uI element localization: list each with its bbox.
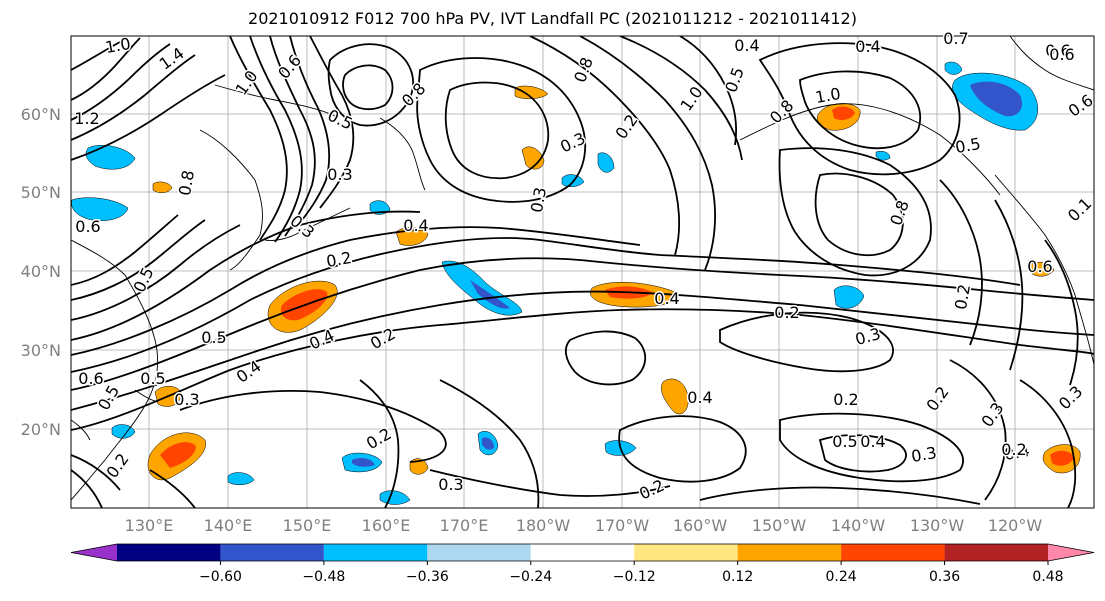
colorbar-tick-label: 0.36 [929,569,960,585]
lon-label: 130°W [910,516,965,535]
contour-label: 0.4 [654,289,679,308]
colorbar-tick-label: 0.24 [826,569,857,585]
lon-label: 150°E [283,516,332,535]
colorbar-tick-label: −0.48 [302,569,345,585]
contour-label: 0.7 [943,29,968,48]
colorbar-extend-max [1048,544,1094,561]
lon-label: 140°W [831,516,886,535]
contour-label: 0.5 [201,328,226,347]
lon-label: 160°E [362,516,411,535]
colorbar-tick-label: −0.24 [509,569,552,585]
lat-label: 60°N [21,105,61,124]
positive-anomaly [160,442,196,468]
negative-anomaly [227,472,255,485]
lon-label: 150°W [752,516,807,535]
positive-anomaly [661,378,689,415]
negative-anomaly [833,285,865,309]
negative-anomaly [597,152,615,173]
lon-label: 170°E [440,516,489,535]
positive-anomaly [514,85,549,99]
colorbar: −0.60 −0.48 −0.36 −0.24 −0.12 0.12 0.24 0.36 0.4… [70,543,1095,585]
map-panel [70,35,1095,509]
positive-anomaly [1029,262,1055,277]
colorbar-tick-label: 0.48 [1032,569,1063,585]
contour-label: 0.6 [1045,41,1070,60]
colorbar-swatch [944,544,1048,561]
negative-anomaly [970,81,1023,117]
positive-anomaly [521,146,545,170]
colorbar-tick-label: −0.12 [613,569,656,585]
contour-label: 1.0 [104,34,132,57]
contour-label: 0.5 [832,432,857,451]
contour-label: 0.2 [325,248,353,271]
coastlines [71,36,1094,501]
contour-label: 0.5 [140,369,165,388]
lon-label: 160°W [673,516,728,535]
contour-label: 0.6 [1049,45,1074,64]
contour-label: 0.2 [1001,440,1026,459]
lat-label: 30°N [21,341,61,360]
contour-label: 0.6 [1027,257,1052,276]
lon-label: 180°W [516,516,571,535]
negative-anomaly [71,197,129,221]
positive-anomaly [152,181,173,193]
latitude-axis: 60°N 50°N 40°N 30°N 20°N [21,105,61,439]
colorbar-swatch [427,544,531,561]
positive-anomaly [832,106,855,121]
contour-label: 0.2 [833,390,858,409]
colorbar-swatch [841,544,945,561]
colorbar-outline [70,543,1095,562]
contour-label: 0.3 [438,475,463,494]
contour-label: 0.4 [403,216,428,235]
lat-label: 50°N [21,183,61,202]
lat-label: 40°N [21,262,61,281]
contour-label: 0.6 [78,369,103,388]
positive-anomaly [409,458,429,475]
negative-anomaly [944,61,963,75]
colorbar-extend-min [71,544,117,561]
colorbar-tick-label: −0.36 [406,569,449,585]
contour-label: 0.6 [75,217,100,236]
colorbar-swatch [530,544,635,561]
colorbar-swatch [220,544,324,561]
lon-label: 120°W [988,516,1043,535]
contour-label: 0.4 [687,388,712,407]
colorbar-tick-label: −0.60 [199,569,242,585]
longitude-axis: 130°E 140°E 150°E 160°E 170°E 180°W 170°… [125,516,1043,535]
colorbar-tick-label: 0.12 [722,569,753,585]
negative-anomaly [470,280,510,309]
negative-anomaly [875,151,891,161]
colorbar-swatch [117,544,221,561]
map-title: 2021010912 F012 700 hPa PV, IVT Landfall… [248,9,857,28]
colorbar-swatch [634,544,738,561]
contour-label: 0.4 [855,37,880,56]
contour-label: 0.4 [860,432,885,451]
lon-label: 140°E [204,516,253,535]
lon-label: 170°W [595,516,650,535]
contour-label: 0.3 [327,165,352,184]
colorbar-swatch [737,544,842,561]
pv-contours [71,36,1094,508]
contour-label: 1.2 [74,109,99,128]
negative-anomaly [352,457,375,467]
negative-anomaly [85,145,136,170]
contour-label: 0.2 [774,303,799,322]
pv-anomaly-fills [71,61,1081,505]
contour-label: 0.3 [174,390,199,409]
lon-label: 130°E [125,516,174,535]
colorbar-swatch [323,544,428,561]
contour-label: 0.4 [734,36,759,55]
lat-label: 20°N [21,420,61,439]
positive-anomaly [1050,450,1074,466]
negative-anomaly [482,437,494,450]
